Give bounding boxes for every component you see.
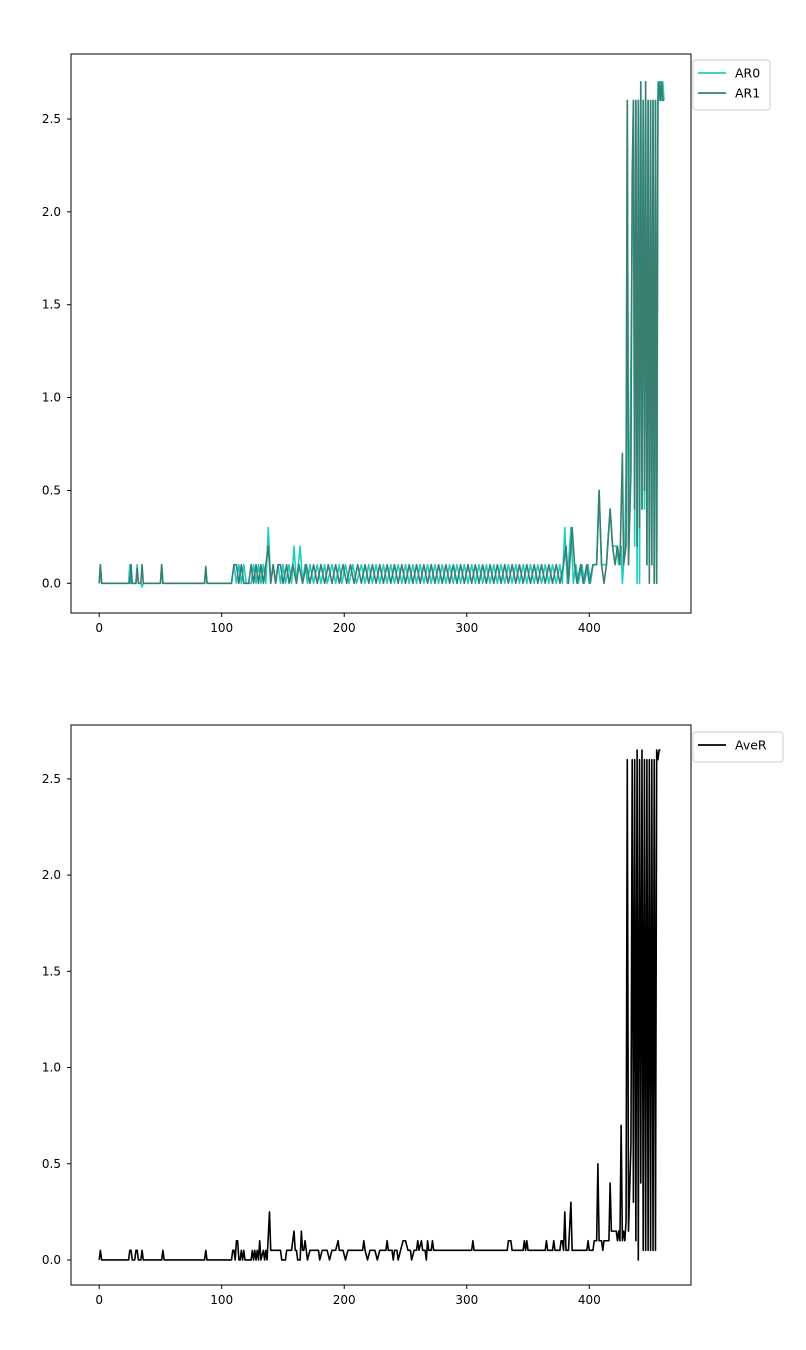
series-line-aver (98, 749, 661, 1261)
x-tick-label: 100 (210, 1293, 233, 1307)
series-line-ar1 (98, 81, 665, 585)
x-tick-label: 100 (210, 621, 233, 635)
x-tick-label: 200 (333, 1293, 356, 1307)
x-tick-label: 400 (578, 621, 601, 635)
y-tick-label: 1.5 (42, 964, 61, 978)
x-tick-label: 300 (455, 621, 478, 635)
legend-box (692, 731, 784, 763)
plot-area (98, 749, 661, 1261)
x-tick-label: 300 (455, 1293, 478, 1307)
legend-label-aver: AveR (735, 738, 767, 753)
y-tick-label: 2.0 (42, 205, 61, 219)
axes-frame (70, 53, 692, 614)
plot-area (98, 81, 665, 588)
y-tick-label: 1.0 (42, 1061, 61, 1075)
chart-bottom: 0 100 200 300 400 0.0 0.5 1.0 1.5 2.0 2.5 AveR (42, 724, 784, 1307)
y-tick-label: 1.5 (42, 298, 61, 312)
y-tick-label: 0.5 (42, 1157, 61, 1171)
y-tick-label: 2.5 (42, 112, 61, 126)
legend-label-ar1: AR1 (735, 86, 760, 101)
x-tick-label: 400 (578, 1293, 601, 1307)
y-tick-label: 0.0 (42, 1253, 61, 1267)
y-tick-label: 2.5 (42, 772, 61, 786)
axes-frame (70, 724, 692, 1286)
x-tick-label: 200 (333, 621, 356, 635)
y-tick-label: 0.0 (42, 576, 61, 590)
y-tick-label: 0.5 (42, 483, 61, 497)
y-tick-label: 2.0 (42, 868, 61, 882)
legend-label-ar0: AR0 (735, 66, 760, 81)
x-tick-label: 0 (95, 1293, 103, 1307)
x-tick-label: 0 (95, 621, 103, 635)
legend: AveR (692, 731, 784, 763)
y-tick-label: 1.0 (42, 391, 61, 405)
